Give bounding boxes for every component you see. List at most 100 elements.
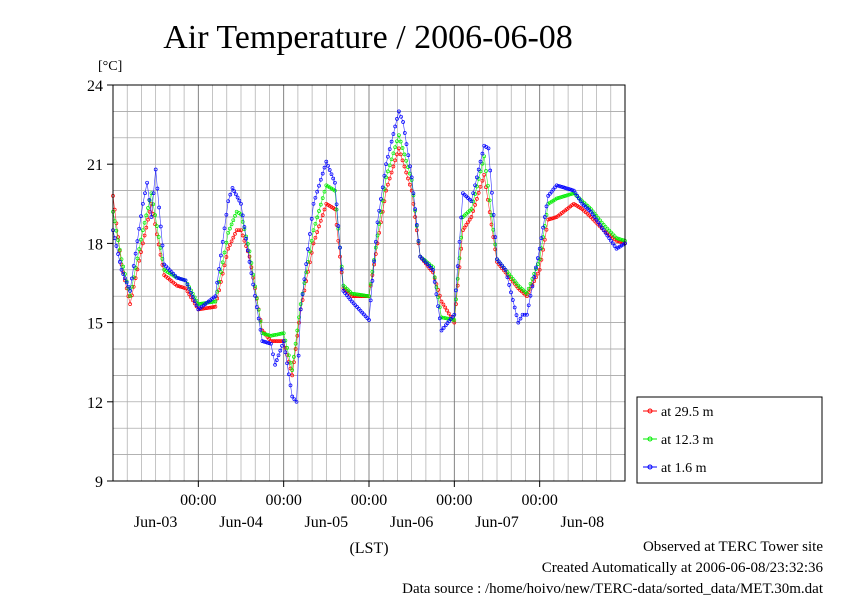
data-point (516, 320, 521, 325)
data-point (211, 299, 216, 304)
data-point (304, 262, 309, 266)
data-point (339, 267, 344, 272)
data-point (309, 238, 314, 243)
data-point (448, 314, 453, 319)
data-point (194, 298, 199, 303)
data-point (203, 306, 208, 311)
legend-label: at 1.6 m (661, 461, 707, 476)
data-point (469, 207, 474, 211)
data-point (490, 190, 494, 195)
data-point (137, 226, 142, 231)
data-point (313, 235, 318, 240)
data-point (537, 246, 542, 251)
data-point (269, 341, 273, 346)
data-point (270, 333, 275, 338)
data-point (360, 293, 365, 297)
data-point (274, 332, 279, 337)
data-point (486, 146, 491, 151)
data-point (573, 191, 578, 196)
data-point (395, 117, 399, 121)
data-point (510, 277, 515, 281)
data-point (283, 350, 288, 355)
legend-label: at 29.5 m (661, 405, 714, 420)
data-point (226, 246, 231, 251)
data-point (514, 284, 519, 288)
data-point (400, 158, 405, 163)
data-point (281, 339, 286, 343)
data-point (431, 267, 435, 272)
data-point (539, 236, 544, 240)
data-point (318, 177, 323, 182)
data-point (386, 154, 390, 159)
data-point (267, 341, 272, 346)
data-point (145, 180, 149, 185)
data-point (298, 307, 303, 312)
data-point (147, 209, 152, 214)
data-point (379, 197, 383, 201)
data-point (351, 291, 356, 296)
data-point (205, 306, 209, 310)
data-point (158, 224, 163, 229)
data-point (387, 176, 392, 181)
legend-label: at 12.3 m (661, 433, 714, 448)
data-point (286, 353, 291, 358)
data-point (599, 225, 604, 230)
data-point (286, 372, 291, 377)
data-point (311, 228, 316, 233)
chart-title: Air Temperature / 2006-06-08 (163, 19, 573, 56)
data-point (272, 339, 277, 343)
data-point (311, 201, 316, 206)
data-point (164, 264, 168, 269)
data-point (395, 139, 399, 144)
data-point (222, 250, 227, 255)
data-point (245, 248, 250, 253)
data-point (575, 194, 580, 198)
data-point (505, 275, 510, 280)
data-point (262, 331, 266, 336)
data-point (489, 222, 494, 227)
data-point (178, 276, 183, 281)
data-point (267, 333, 272, 338)
data-point (151, 191, 156, 196)
data-point (123, 276, 127, 281)
data-point (320, 213, 325, 217)
data-point (556, 183, 561, 188)
data-point (475, 197, 479, 201)
data-point (322, 207, 327, 212)
data-point (534, 275, 538, 280)
data-point (222, 263, 227, 268)
data-point (117, 247, 122, 252)
x-tick-day-label: Jun-07 (475, 514, 519, 531)
data-point (461, 228, 465, 233)
data-point (190, 295, 195, 299)
data-point (135, 239, 140, 243)
data-point (482, 154, 487, 159)
data-point (147, 197, 152, 202)
data-point (549, 216, 554, 221)
data-point (329, 172, 334, 177)
data-point (563, 186, 568, 190)
data-point (509, 274, 513, 279)
data-point (464, 223, 469, 227)
data-point (592, 211, 597, 216)
data-point (220, 260, 225, 265)
data-point (249, 265, 254, 270)
data-point (280, 343, 284, 348)
data-point (121, 264, 126, 269)
data-point (475, 175, 479, 180)
y-tick-label: 12 (87, 395, 103, 412)
data-point (512, 279, 517, 283)
data-point (375, 220, 380, 225)
y-axis-ticks: 9 12 15 18 21 24 (87, 78, 113, 491)
data-point (133, 251, 138, 256)
data-point (491, 213, 496, 217)
data-point (607, 236, 612, 240)
data-point (434, 285, 439, 290)
data-point (185, 282, 190, 287)
data-point (180, 285, 184, 290)
data-point (512, 305, 517, 310)
data-point (208, 305, 213, 310)
data-point (473, 192, 477, 196)
data-point (247, 254, 252, 259)
